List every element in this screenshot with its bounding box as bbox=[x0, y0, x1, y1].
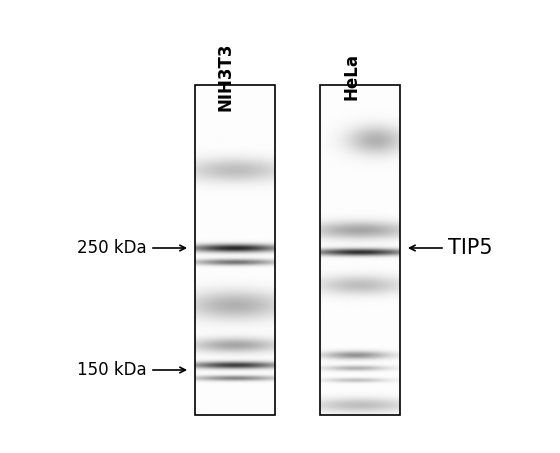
Bar bbox=[195, 85, 275, 415]
Text: HeLa: HeLa bbox=[342, 53, 360, 101]
Bar bbox=[320, 85, 400, 415]
Text: 150 kDa: 150 kDa bbox=[77, 361, 147, 379]
Text: TIP5: TIP5 bbox=[448, 238, 493, 258]
Text: 250 kDa: 250 kDa bbox=[77, 239, 147, 257]
Text: NIH3T3: NIH3T3 bbox=[217, 43, 235, 111]
